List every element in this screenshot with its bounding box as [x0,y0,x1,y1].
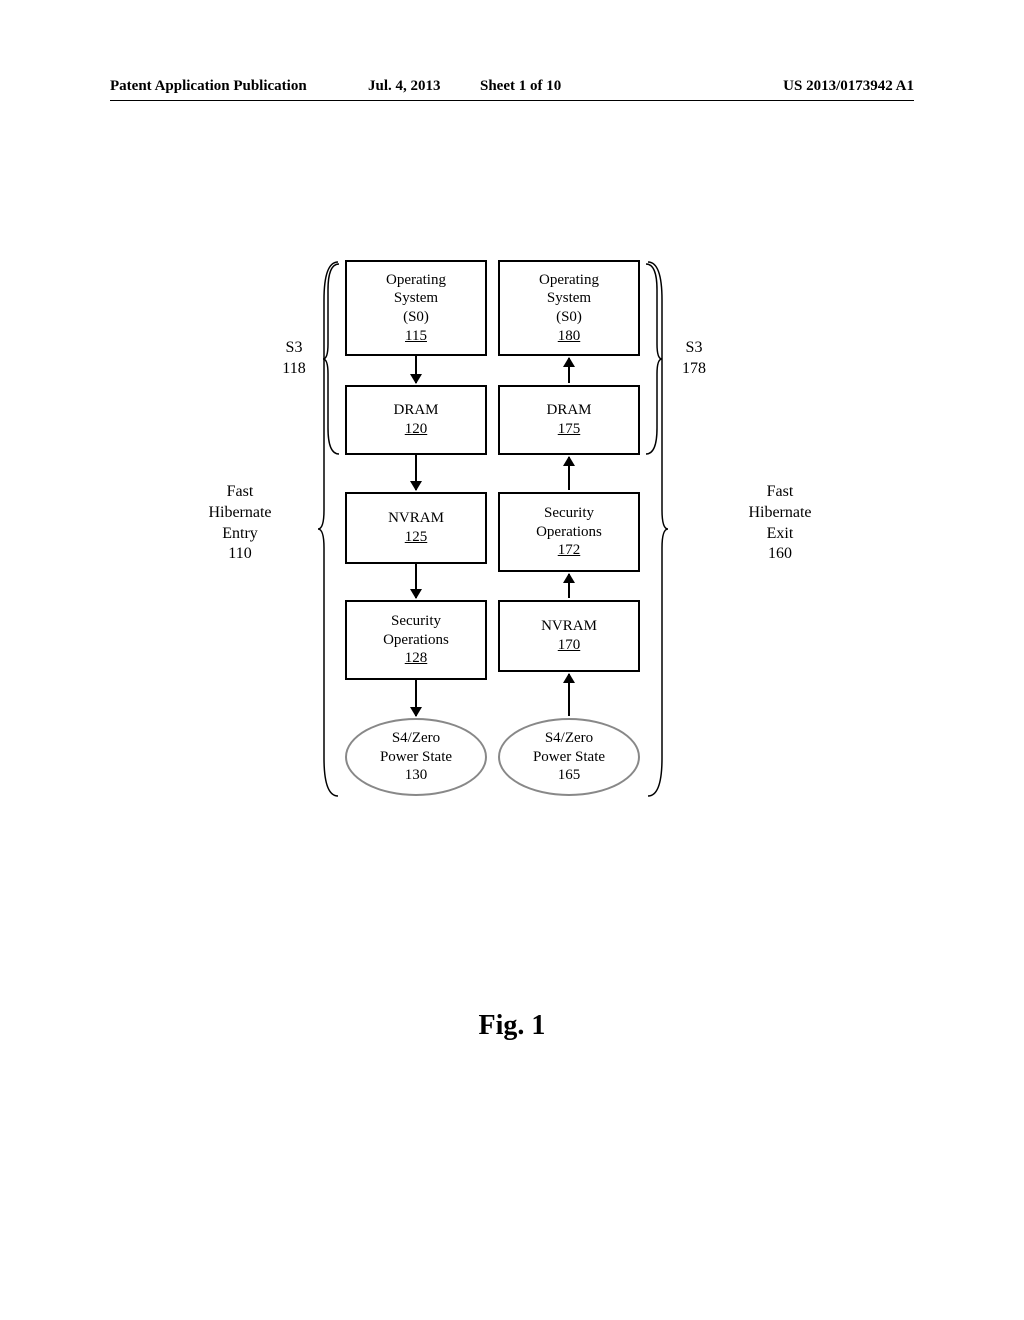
ellipse-s4-165-ref: 165 [558,766,581,785]
header-date: Jul. 4, 2013 [368,78,441,95]
arrow-120-125 [415,455,417,490]
ellipse-s4-130-ref: 130 [405,766,428,785]
box-os-115: Operating System (S0) 115 [345,260,487,356]
box-os-180-ref: 180 [558,327,581,346]
left-flow-label-ref: 110 [180,544,300,565]
box-nvram-170: NVRAM 170 [498,600,640,672]
s3-left-ref: 118 [270,359,318,380]
box-security-172-l2: Operations [536,523,602,542]
right-flow-label-ref: 160 [720,544,840,565]
arrow-172-175 [568,457,570,490]
box-os-115-l1: Operating [386,271,446,290]
ellipse-s4-130: S4/Zero Power State 130 [345,718,487,796]
box-security-172-ref: 172 [558,541,581,560]
header-pubnum: US 2013/0173942 A1 [783,78,914,95]
box-os-115-l3: (S0) [403,308,429,327]
box-os-180-l2: System [547,289,591,308]
s3-right-label: S3 178 [670,338,718,380]
right-flow-label-l1: Fast [720,482,840,503]
left-s3-brace [323,262,341,456]
box-os-115-ref: 115 [405,327,427,346]
box-nvram-125-ref: 125 [405,528,428,547]
box-os-180-l1: Operating [539,271,599,290]
ellipse-s4-130-l2: Power State [380,748,452,767]
arrow-125-128 [415,564,417,598]
left-flow-label: Fast Hibernate Entry 110 [180,482,300,565]
s3-right-ref: 178 [670,359,718,380]
s3-left-text: S3 [270,338,318,359]
right-flow-label: Fast Hibernate Exit 160 [720,482,840,565]
box-os-180-l3: (S0) [556,308,582,327]
box-os-115-l2: System [394,289,438,308]
arrow-115-120 [415,356,417,383]
arrow-128-130 [415,680,417,716]
left-flow-label-l3: Entry [180,524,300,545]
box-dram-120-ref: 120 [405,420,428,439]
box-nvram-125: NVRAM 125 [345,492,487,564]
left-flow-label-l1: Fast [180,482,300,503]
box-nvram-170-ref: 170 [558,636,581,655]
ellipse-s4-165: S4/Zero Power State 165 [498,718,640,796]
left-flow-label-l2: Hibernate [180,503,300,524]
header-rule [110,100,914,101]
ellipse-s4-130-l1: S4/Zero [392,729,440,748]
box-security-172: Security Operations 172 [498,492,640,572]
box-dram-175: DRAM 175 [498,385,640,455]
box-dram-120-l1: DRAM [393,401,438,420]
arrow-170-172 [568,574,570,598]
s3-right-text: S3 [670,338,718,359]
ellipse-s4-165-l2: Power State [533,748,605,767]
box-dram-175-l1: DRAM [546,401,591,420]
box-security-128-l2: Operations [383,631,449,650]
figure-label: Fig. 1 [0,1010,1024,1042]
box-security-128-ref: 128 [405,649,428,668]
header-sheet: Sheet 1 of 10 [480,78,561,95]
ellipse-s4-165-l1: S4/Zero [545,729,593,748]
right-s3-brace [642,262,660,456]
box-nvram-170-l1: NVRAM [541,617,597,636]
right-flow-label-l2: Hibernate [720,503,840,524]
arrow-165-170 [568,674,570,716]
box-security-172-l1: Security [544,504,594,523]
box-security-128: Security Operations 128 [345,600,487,680]
header-publication: Patent Application Publication [110,78,307,95]
box-security-128-l1: Security [391,612,441,631]
box-dram-120: DRAM 120 [345,385,487,455]
box-os-180: Operating System (S0) 180 [498,260,640,356]
box-nvram-125-l1: NVRAM [388,509,444,528]
arrow-175-180 [568,358,570,383]
box-dram-175-ref: 175 [558,420,581,439]
s3-left-label: S3 118 [270,338,318,380]
right-flow-label-l3: Exit [720,524,840,545]
